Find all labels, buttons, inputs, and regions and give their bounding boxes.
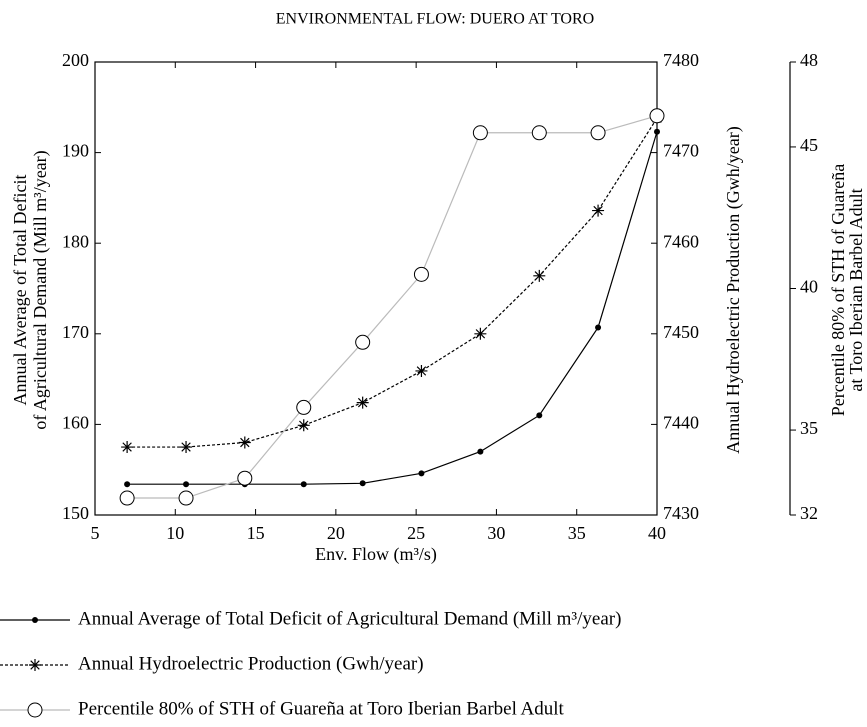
- point: [359, 480, 366, 487]
- point: [590, 125, 606, 141]
- y2-tick-label: 7430: [663, 503, 699, 523]
- point: [237, 470, 253, 486]
- series-line: [127, 131, 658, 485]
- y2-tick-label: 7480: [663, 50, 699, 70]
- point: [355, 334, 371, 350]
- point: [238, 436, 251, 449]
- point: [595, 324, 602, 331]
- point: [536, 412, 543, 419]
- y-tick-label: 170: [62, 322, 89, 342]
- y3-tick-label: 45: [800, 135, 818, 155]
- point: [356, 396, 369, 409]
- point: [533, 269, 546, 282]
- y-tick-label: 150: [62, 503, 89, 523]
- y-tick-label: 160: [62, 413, 89, 433]
- x-tick-label: 40: [648, 523, 666, 543]
- point: [413, 266, 429, 282]
- point: [119, 490, 135, 506]
- legend-label: Percentile 80% of STH of Guareña at Toro…: [78, 698, 565, 719]
- y-tick-label: 180: [62, 231, 89, 251]
- y3-tick-label: 48: [800, 50, 818, 70]
- legend-label: Annual Hydroelectric Production (Gwh/yea…: [78, 653, 424, 674]
- y-axis-label: Annual Average of Total Deficit of Agric…: [10, 150, 51, 429]
- x-tick-label: 10: [166, 523, 184, 543]
- point: [649, 108, 665, 124]
- point: [474, 327, 487, 340]
- y2-tick-label: 7450: [663, 322, 699, 342]
- x-tick-label: 35: [568, 523, 586, 543]
- y2-axis-label: Annual Hydroelectric Production (Gwh/yea…: [723, 126, 744, 453]
- point: [183, 481, 190, 488]
- legend-marker: [29, 659, 41, 671]
- y3-tick-label: 32: [800, 503, 818, 523]
- point: [121, 441, 134, 454]
- y3-tick-label: 40: [800, 277, 818, 297]
- x-tick-label: 25: [407, 523, 425, 543]
- point: [531, 125, 547, 141]
- y-tick-label: 200: [62, 50, 89, 70]
- series-line: [127, 115, 658, 499]
- x-tick-label: 15: [247, 523, 265, 543]
- y2-tick-label: 7470: [663, 141, 699, 161]
- point: [180, 441, 193, 454]
- y3-axis-label-line: at Toro Iberian Barbel Adult: [846, 188, 866, 391]
- point: [472, 125, 488, 141]
- point: [296, 399, 312, 415]
- point: [124, 481, 131, 488]
- y-axis-label-line: of Agricultural Demand (Mill m³/year): [30, 150, 51, 429]
- y3-axis-label-line: Percentile 80% of STH of Guareña: [828, 164, 848, 416]
- y3-tick-label: 35: [800, 418, 818, 438]
- y2-tick-label: 7460: [663, 231, 699, 251]
- y3-axis-label: Percentile 80% of STH of Guareña at Toro…: [828, 164, 866, 416]
- point: [178, 490, 194, 506]
- point: [415, 364, 428, 377]
- series-line: [127, 117, 658, 448]
- x-tick-label: 5: [91, 523, 100, 543]
- plot-frame: [94, 61, 658, 516]
- point: [654, 128, 660, 135]
- point: [300, 481, 307, 488]
- legend-marker: [32, 617, 38, 623]
- point: [477, 448, 484, 455]
- chart-title: ENVIRONMENTAL FLOW: DUERO AT TORO: [276, 11, 594, 28]
- y2-tick-label: 7440: [663, 413, 699, 433]
- point: [297, 419, 310, 432]
- point: [418, 470, 425, 477]
- y-axis-label-line: Annual Average of Total Deficit: [10, 175, 30, 406]
- x-tick-label: 20: [327, 523, 345, 543]
- x-axis-label: Env. Flow (m³/s): [315, 544, 437, 565]
- legend-label: Annual Average of Total Deficit of Agric…: [78, 608, 621, 629]
- y-tick-label: 190: [62, 141, 89, 161]
- legend-marker: [27, 702, 43, 718]
- point: [592, 204, 605, 217]
- x-tick-label: 30: [487, 523, 505, 543]
